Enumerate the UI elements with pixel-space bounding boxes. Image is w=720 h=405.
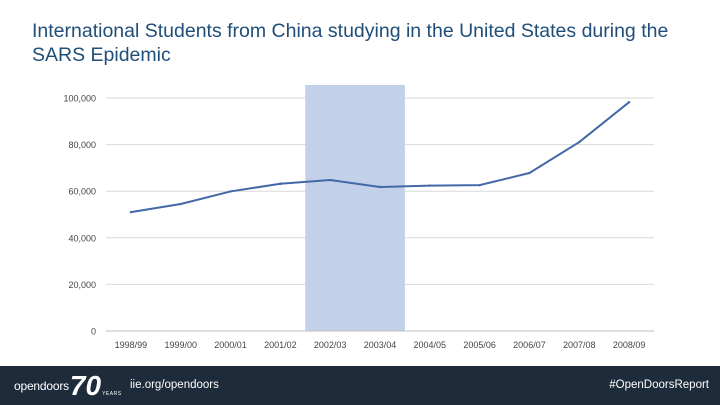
data-point: [528, 171, 531, 175]
series-group: [129, 100, 631, 214]
data-point: [229, 190, 232, 193]
y-tick-label: 20,000: [68, 280, 96, 290]
footer-hashtag: #OpenDoorsReport: [609, 379, 709, 391]
data-point: [328, 178, 332, 182]
y-tick-label: 100,000: [63, 94, 96, 104]
data-point: [428, 184, 432, 187]
highlight-band-group: [305, 85, 405, 331]
footer-url-link[interactable]: iie.org/opendoors: [130, 379, 219, 391]
x-tick-label: 2006/07: [513, 340, 546, 350]
x-tick-label: 2005/06: [463, 340, 496, 350]
logo-anniversary-number: 70: [69, 370, 102, 401]
highlight-band: [305, 85, 405, 331]
slide-title: International Students from China studyi…: [32, 20, 669, 66]
logo-years-text: YEARS: [102, 391, 122, 397]
y-tick-label: 40,000: [68, 233, 96, 243]
data-point: [378, 185, 382, 189]
tick-labels: 0 20,000 40,000 60,000 80,000 100,000 1998/99 1…: [63, 94, 645, 351]
data-point: [179, 202, 182, 206]
x-tick-label: 2007/08: [563, 340, 596, 350]
data-point: [578, 140, 581, 144]
logo-word: opendoors: [14, 379, 69, 393]
data-point: [627, 100, 631, 104]
x-tick-label: 1998/99: [115, 340, 148, 350]
x-tick-label: 2003/04: [364, 340, 397, 350]
data-point: [478, 183, 481, 187]
opendoors-logo: opendoors 70 YEARS: [14, 372, 122, 400]
line-chart: 0 20,000 40,000 60,000 80,000 100,000 1998/99 1…: [63, 85, 654, 351]
y-tick-label: 80,000: [68, 140, 96, 150]
x-tick-label: 2001/02: [264, 340, 297, 350]
x-tick-label: 2004/05: [414, 340, 447, 350]
data-point: [279, 182, 282, 185]
y-tick-label: 0: [91, 327, 96, 337]
data-point: [129, 210, 133, 214]
x-tick-label: 2008/09: [613, 340, 646, 350]
x-tick-label: 2002/03: [314, 340, 347, 350]
x-tick-label: 1999/00: [164, 340, 197, 350]
x-tick-label: 2000/01: [214, 340, 247, 350]
footer-bar: opendoors 70 YEARS iie.org/opendoors #Op…: [0, 366, 720, 405]
y-tick-label: 60,000: [68, 187, 96, 197]
